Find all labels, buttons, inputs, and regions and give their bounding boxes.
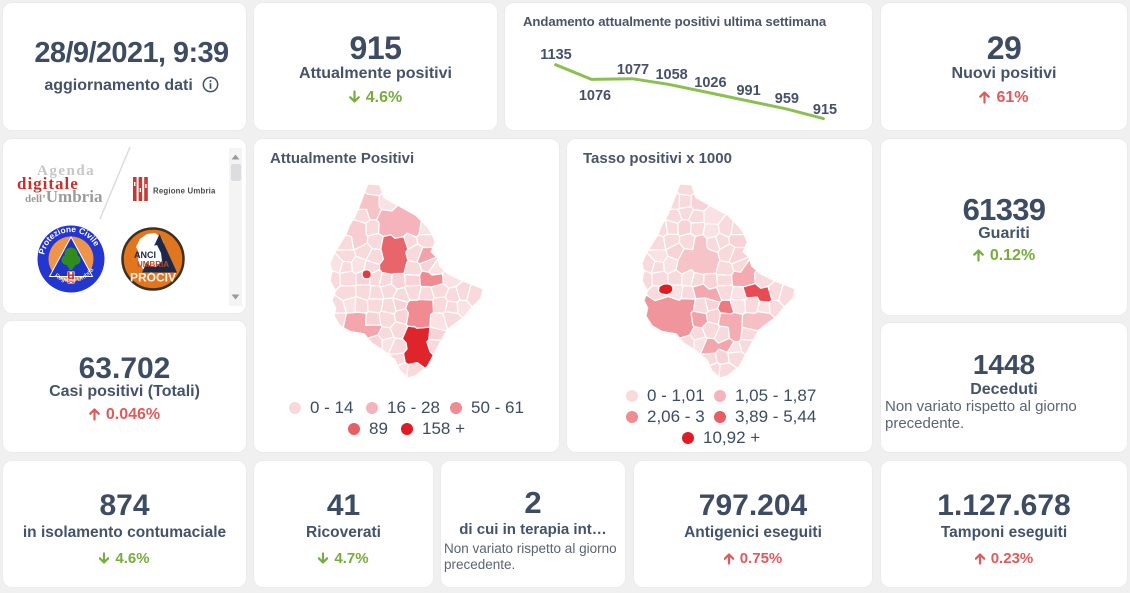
svg-text:PROCIV: PROCIV <box>130 271 176 285</box>
svg-text:991: 991 <box>736 83 760 99</box>
svg-text:1135: 1135 <box>540 47 571 63</box>
svg-text:ANCI: ANCI <box>134 250 156 260</box>
svg-text:Regione Umbria: Regione Umbria <box>153 187 216 196</box>
svg-text:1076: 1076 <box>579 88 611 104</box>
svg-text:1077: 1077 <box>617 62 649 78</box>
svg-text:1058: 1058 <box>655 67 687 83</box>
svg-text:959: 959 <box>775 91 799 107</box>
svg-text:1026: 1026 <box>694 75 726 91</box>
svg-text:UMBRIA: UMBRIA <box>137 260 169 269</box>
svg-text:915: 915 <box>813 102 837 118</box>
